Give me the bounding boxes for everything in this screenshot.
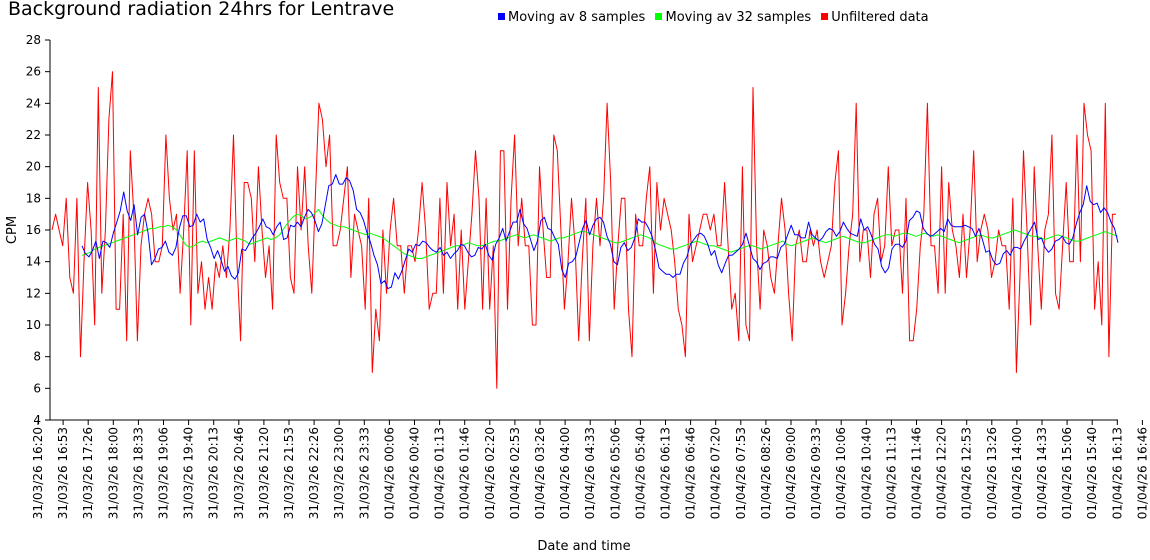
x-tick-label: 01/04/26 10:06: [834, 427, 848, 519]
x-tick-label: 01/04/26 15:06: [1060, 427, 1074, 519]
x-tick-label: 01/04/26 14:00: [1010, 427, 1024, 519]
x-tick-label: 31/03/26 17:26: [81, 427, 95, 519]
x-tick-label: 01/04/26 04:33: [583, 427, 597, 519]
x-axis-label: Date and time: [537, 539, 630, 554]
y-tick-label: 26: [26, 65, 41, 79]
y-tick-label: 6: [33, 381, 41, 395]
x-tick-label: 01/04/26 13:26: [985, 427, 999, 519]
x-ticks: 31/03/26 16:20 31/03/26 16:53 31/03/26 17:…: [31, 420, 1149, 519]
x-tick-label: 31/03/26 18:00: [106, 427, 120, 519]
x-tick-label: 31/03/26 20:13: [207, 427, 221, 519]
x-tick-label: 01/04/26 11:46: [910, 427, 924, 519]
legend-swatch-ma8: [498, 13, 505, 20]
legend-label-ma8: Moving av 8 samples: [508, 10, 646, 25]
x-tick-label: 31/03/26 23:00: [332, 427, 346, 519]
x-tick-label: 01/04/26 00:06: [382, 427, 396, 519]
x-tick-label: 01/04/26 15:40: [1085, 427, 1099, 519]
x-tick-label: 31/03/26 22:26: [307, 427, 321, 519]
legend-item-unfiltered: Unfiltered data: [821, 10, 929, 25]
x-tick-label: 31/03/26 16:20: [31, 427, 45, 519]
y-tick-label: 14: [26, 255, 41, 269]
x-tick-label: 01/04/26 01:13: [433, 427, 447, 519]
x-tick-label: 01/04/26 09:00: [784, 427, 798, 519]
y-tick-label: 8: [33, 350, 41, 364]
x-tick-label: 01/04/26 07:20: [709, 427, 723, 519]
x-tick-label: 01/04/26 03:26: [533, 427, 547, 519]
y-axis-label: CPM: [5, 216, 20, 244]
y-tick-label: 18: [26, 191, 41, 205]
x-tick-label: 01/04/26 16:46: [1135, 427, 1149, 519]
y-tick-label: 12: [26, 286, 41, 300]
x-tick-label: 31/03/26 16:53: [56, 427, 70, 519]
legend: Moving av 8 samples Moving av 32 samples…: [498, 10, 935, 25]
x-tick-label: 01/04/26 14:33: [1035, 427, 1049, 519]
legend-swatch-unfiltered: [821, 13, 829, 20]
x-tick-label: 01/04/26 06:13: [659, 427, 673, 519]
legend-item-ma32: Moving av 32 samples: [655, 10, 811, 25]
legend-item-ma8: Moving av 8 samples: [498, 10, 645, 25]
x-tick-label: 01/04/26 09:33: [809, 427, 823, 519]
x-tick-label: 01/04/26 12:53: [960, 427, 974, 519]
y-tick-label: 10: [26, 318, 41, 332]
legend-label-ma32: Moving av 32 samples: [665, 10, 812, 25]
x-tick-label: 31/03/26 21:53: [282, 427, 296, 519]
series-line-ma8: [81, 174, 1119, 290]
x-tick-label: 01/04/26 05:40: [633, 427, 647, 519]
y-tick-label: 4: [33, 413, 41, 427]
x-tick-label: 01/04/26 04:00: [558, 427, 572, 519]
x-tick-label: 31/03/26 19:40: [182, 427, 196, 519]
x-tick-label: 01/04/26 02:20: [483, 427, 497, 519]
y-ticks: 4 6 8 10 12 14 16 18 20 22 24 26 28: [26, 33, 50, 427]
legend-swatch-ma32: [655, 13, 663, 20]
x-tick-label: 01/04/26 07:53: [734, 427, 748, 519]
chart-title: Background radiation 24hrs for Lentrave: [8, 0, 395, 20]
x-tick-label: 31/03/26 19:06: [157, 427, 171, 519]
x-tick-label: 01/04/26 00:40: [408, 427, 422, 519]
x-tick-label: 01/04/26 10:40: [859, 427, 873, 519]
legend-label-unfiltered: Unfiltered data: [831, 10, 929, 25]
y-tick-label: 22: [26, 128, 41, 142]
y-tick-label: 28: [26, 33, 41, 47]
y-tick-label: 20: [26, 160, 41, 174]
y-tick-label: 24: [26, 96, 41, 110]
series-line-unfiltered: [51, 71, 1116, 389]
series-layer: [51, 71, 1119, 389]
x-tick-label: 01/04/26 02:53: [508, 427, 522, 519]
x-tick-label: 31/03/26 18:33: [131, 427, 145, 519]
x-tick-label: 31/03/26 23:33: [357, 427, 371, 519]
x-tick-label: 01/04/26 16:13: [1110, 427, 1124, 519]
series-line-ma32: [81, 208, 1119, 259]
x-tick-label: 01/04/26 11:13: [884, 427, 898, 519]
y-tick-label: 16: [26, 223, 41, 237]
x-tick-label: 01/04/26 05:06: [608, 427, 622, 519]
x-tick-label: 31/03/26 21:20: [257, 427, 271, 519]
x-tick-label: 01/04/26 01:46: [458, 427, 472, 519]
x-tick-label: 31/03/26 20:46: [232, 427, 246, 519]
x-tick-label: 01/04/26 12:20: [935, 427, 949, 519]
x-tick-label: 01/04/26 06:46: [684, 427, 698, 519]
x-tick-label: 01/04/26 08:26: [759, 427, 773, 519]
